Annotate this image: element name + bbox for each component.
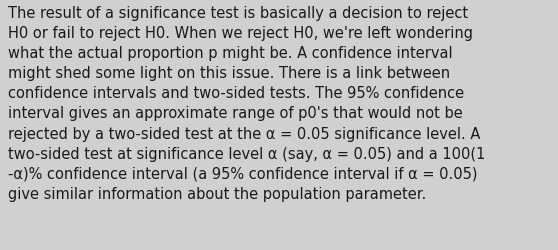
Text: The result of a significance test is basically a decision to reject
H0 or fail t: The result of a significance test is bas… (8, 6, 486, 201)
